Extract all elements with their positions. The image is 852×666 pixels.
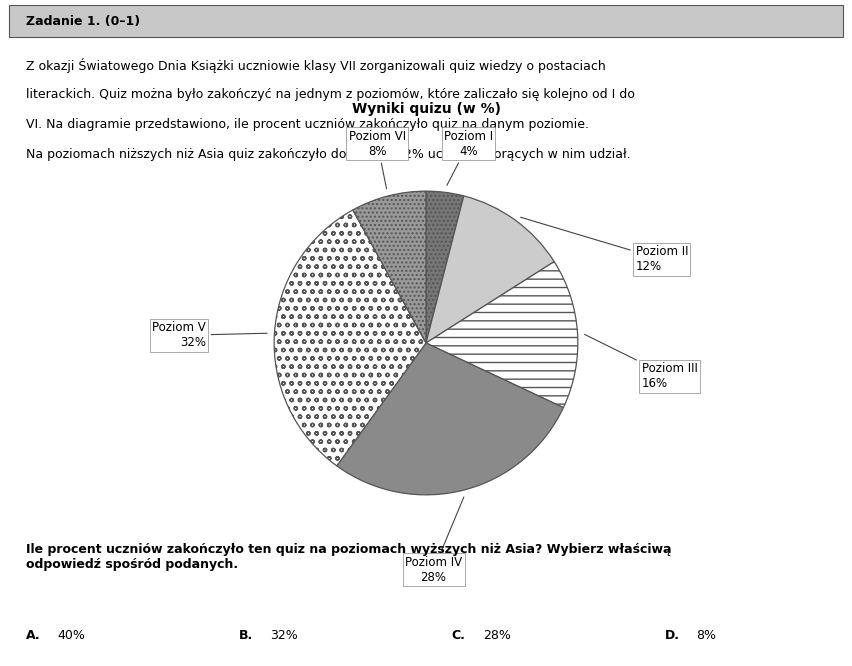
Wedge shape [353,191,426,343]
Wedge shape [426,262,578,408]
Text: VI. Na diagramie przedstawiono, ile procent uczniów zakończyło quiz na danym poz: VI. Na diagramie przedstawiono, ile proc… [26,119,589,131]
Wedge shape [274,210,426,466]
Text: Poziom V
32%: Poziom V 32% [152,322,268,350]
Title: Wyniki quizu (w %): Wyniki quizu (w %) [352,102,500,116]
Text: Poziom IV
28%: Poziom IV 28% [405,497,463,583]
Wedge shape [426,196,554,343]
Wedge shape [426,191,463,343]
FancyBboxPatch shape [9,5,843,37]
Text: Na poziomach niższych niż Asia quiz zakończyło dokładnie 32% uczniów biorących w: Na poziomach niższych niż Asia quiz zako… [26,148,630,161]
Wedge shape [337,343,563,495]
Text: 8%: 8% [696,629,716,642]
Text: A.: A. [26,629,40,642]
Text: Ile procent uczniów zakończyło ten quiz na poziomach wyższych niż Asia? Wybierz : Ile procent uczniów zakończyło ten quiz … [26,543,671,571]
Text: literackich. Quiz można było zakończyć na jednym z poziomów, które zaliczało się: literackich. Quiz można było zakończyć n… [26,89,635,101]
Text: Poziom III
16%: Poziom III 16% [584,334,698,390]
Text: Zadanie 1. (0–1): Zadanie 1. (0–1) [26,15,140,28]
Text: 40%: 40% [57,629,85,642]
Text: C.: C. [452,629,465,642]
Text: B.: B. [239,629,253,642]
Text: Poziom I
4%: Poziom I 4% [444,130,493,185]
Text: Z okazji Światowego Dnia Książki uczniowie klasy VII zorganizowali quiz wiedzy o: Z okazji Światowego Dnia Książki uczniow… [26,59,605,73]
Text: Poziom II
12%: Poziom II 12% [521,217,688,274]
Text: 28%: 28% [483,629,511,642]
Text: Poziom VI
8%: Poziom VI 8% [348,130,406,188]
Text: 32%: 32% [270,629,298,642]
Text: D.: D. [665,629,680,642]
